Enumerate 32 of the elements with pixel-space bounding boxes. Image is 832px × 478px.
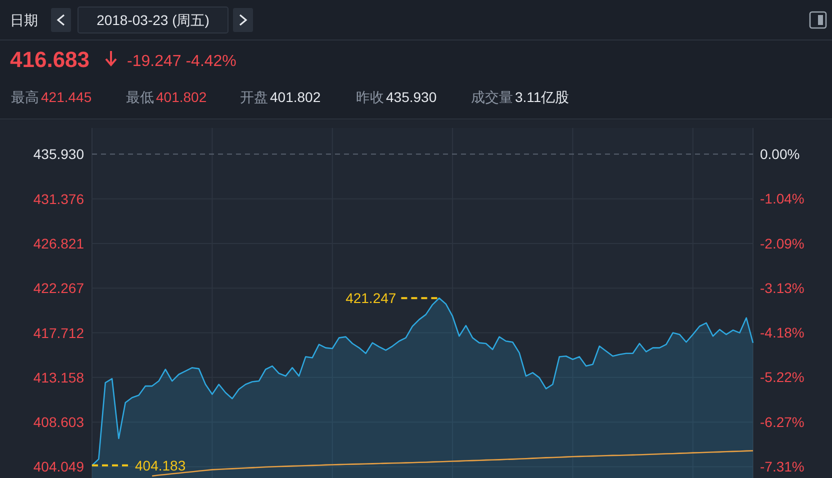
y2-tick-label: -4.18% — [760, 324, 804, 341]
text: 2018-03-23 (周五) — [96, 12, 210, 28]
y2-tick-label: -7.31% — [760, 458, 804, 474]
y2-tick-label: -1.04% — [760, 190, 804, 207]
chart-subtitle: -19.247 -4.42% — [127, 53, 236, 70]
y-tick-label: 435.930 — [33, 146, 84, 162]
y2-tick-label: -5.22% — [760, 369, 804, 386]
y-tick-label: 413.158 — [33, 369, 84, 386]
y-tick-label: 431.376 — [33, 190, 84, 207]
y2-tick-label: 0.00% — [760, 146, 800, 162]
y2-tick-label: -6.27% — [760, 414, 804, 430]
annotation: 421.247 — [346, 290, 396, 306]
text: 最高 — [11, 89, 39, 105]
y-tick-label: 426.821 — [33, 235, 84, 252]
y-tick-label: 408.603 — [33, 414, 84, 430]
text: 3.11亿股 — [515, 89, 570, 105]
y2-tick-label: -3.13% — [760, 280, 804, 296]
text: 成交量 — [471, 89, 513, 105]
text: 421.445 — [41, 89, 92, 105]
chart-title: 416.683 — [10, 47, 90, 72]
text: 日期 — [10, 12, 38, 28]
text: 401.802 — [270, 89, 321, 105]
y2-tick-label: -2.09% — [760, 235, 804, 252]
text: 435.930 — [386, 89, 437, 105]
text: 401.802 — [156, 89, 207, 105]
y-tick-label: 417.712 — [33, 324, 84, 341]
text: 昨收 — [356, 89, 384, 105]
y-tick-label: 422.267 — [33, 280, 84, 296]
text: 最低 — [126, 89, 154, 105]
y-tick-label: 404.049 — [33, 458, 84, 475]
text: 开盘 — [240, 89, 268, 105]
annotation: 404.183 — [135, 457, 186, 474]
